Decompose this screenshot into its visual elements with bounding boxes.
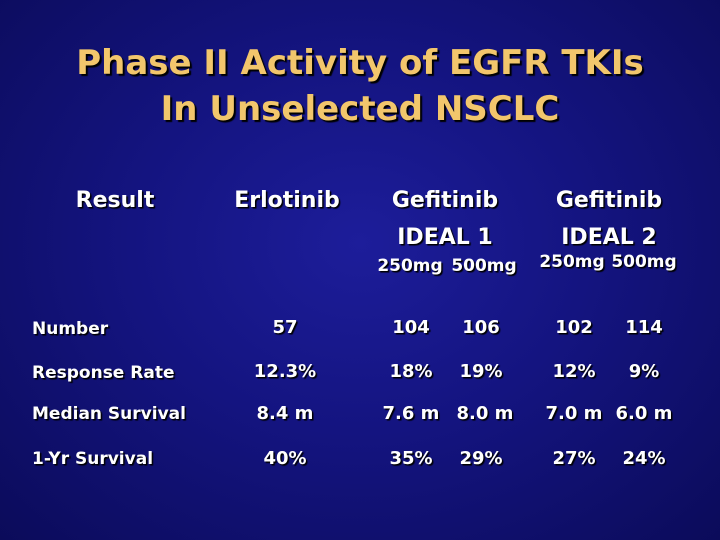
cell-number-ideal1-500: 106 xyxy=(462,317,500,338)
cell-median-ideal2-500: 6.0 m xyxy=(615,403,673,424)
cell-response-ideal1-250: 18% xyxy=(389,361,433,382)
cell-median-erlotinib: 8.4 m xyxy=(256,403,314,424)
row-label-median-survival: Median Survival xyxy=(32,404,186,424)
header-gefitinib-ideal1-name: Gefitinib xyxy=(391,188,499,213)
header-gefitinib-ideal2: Gefitinib IDEAL 2 xyxy=(534,186,684,253)
cell-median-ideal1-500: 8.0 m xyxy=(456,403,514,424)
dose-ideal2-250mg: 250mg xyxy=(539,252,605,272)
row-label-number: Number xyxy=(32,319,109,339)
cell-1yr-ideal2-500: 24% xyxy=(622,448,666,469)
cell-1yr-ideal2-250: 27% xyxy=(552,448,596,469)
header-erlotinib: Erlotinib xyxy=(234,188,340,213)
header-result: Result xyxy=(75,188,155,213)
cell-number-ideal2-500: 114 xyxy=(625,317,663,338)
header-gefitinib-ideal2-name: Gefitinib xyxy=(555,188,663,213)
cell-median-ideal2-250: 7.0 m xyxy=(545,403,603,424)
title-line-2: In Unselected NSCLC xyxy=(160,89,560,129)
cell-number-erlotinib: 57 xyxy=(272,317,298,338)
cell-response-ideal2-500: 9% xyxy=(628,361,660,382)
cell-number-ideal1-250: 104 xyxy=(392,317,430,338)
cell-1yr-erlotinib: 40% xyxy=(263,448,307,469)
dose-ideal2-500mg: 500mg xyxy=(611,252,677,272)
cell-response-erlotinib: 12.3% xyxy=(253,361,317,382)
dose-ideal1-250mg: 250mg xyxy=(377,256,443,276)
title-line-1: Phase II Activity of EGFR TKIs xyxy=(76,43,644,83)
cell-1yr-ideal1-250: 35% xyxy=(389,448,433,469)
row-label-response-rate: Response Rate xyxy=(32,363,175,383)
header-ideal2-label: IDEAL 2 xyxy=(561,225,657,250)
cell-median-ideal1-250: 7.6 m xyxy=(382,403,440,424)
cell-1yr-ideal1-500: 29% xyxy=(459,448,503,469)
cell-response-ideal2-250: 12% xyxy=(552,361,596,382)
cell-number-ideal2-250: 102 xyxy=(555,317,593,338)
header-gefitinib-ideal1: Gefitinib IDEAL 1 xyxy=(370,186,520,253)
row-label-1yr-survival: 1-Yr Survival xyxy=(32,449,154,469)
dose-ideal1-500mg: 500mg xyxy=(451,256,517,276)
cell-response-ideal1-500: 19% xyxy=(459,361,503,382)
slide-title: Phase II Activity of EGFR TKIs In Unsele… xyxy=(0,40,720,132)
header-ideal1-label: IDEAL 1 xyxy=(397,225,493,250)
